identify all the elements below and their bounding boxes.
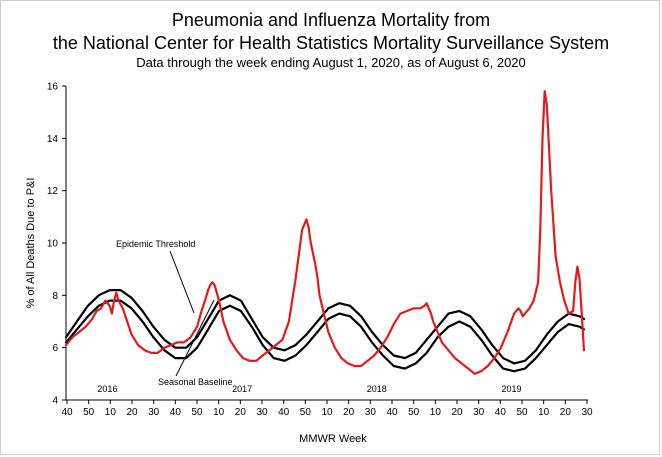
x-tick-label: 50	[408, 407, 420, 418]
x-tick-label: 30	[256, 407, 268, 418]
x-tick-label: 20	[451, 407, 463, 418]
x-tick-label: 40	[170, 407, 182, 418]
x-tick-label: 50	[83, 407, 95, 418]
x-tick-label: 10	[430, 407, 442, 418]
chart-title-line2: the National Center for Health Statistic…	[52, 33, 610, 53]
x-tick-label: 20	[560, 407, 572, 418]
annotation-epidemic-threshold: Epidemic Threshold	[116, 239, 195, 249]
season-label: 2018	[367, 384, 387, 394]
x-tick-label: 10	[321, 407, 333, 418]
season-label: 2016	[97, 384, 117, 394]
x-tick-label: 30	[365, 407, 377, 418]
pi-series-line	[64, 90, 586, 375]
annotation-leader-threshold	[169, 250, 195, 314]
x-tick-label: 10	[538, 407, 550, 418]
seasonal-baseline-line	[64, 299, 586, 373]
epidemic-threshold-line	[64, 289, 586, 365]
x-tick-label: 40	[495, 407, 507, 418]
season-label: 2019	[501, 384, 521, 394]
x-tick-label: 30	[581, 407, 593, 418]
x-tick-label: 20	[343, 407, 355, 418]
y-tick-label: 6	[52, 343, 58, 354]
y-tick-label: 4	[52, 396, 58, 407]
y-tick-label: 10	[47, 239, 59, 250]
x-tick-label: 10	[105, 407, 117, 418]
x-tick-label: 40	[386, 407, 398, 418]
x-tick-label: 10	[213, 407, 225, 418]
chart-subtitle: Data through the week ending August 1, 2…	[136, 55, 526, 70]
x-tick-label: 20	[235, 407, 247, 418]
y-axis-label: % of All Deaths Due to P&I	[25, 178, 37, 309]
y-tick-label: 8	[52, 291, 58, 302]
x-tick-label: 40	[61, 407, 73, 418]
chart-title: Pneumonia and Influenza Mortality from	[171, 10, 491, 30]
y-tick-label: 14	[47, 134, 59, 145]
annotation-seasonal-baseline: Seasonal Baseline	[158, 377, 233, 387]
x-tick-label: 30	[148, 407, 160, 418]
x-tick-label: 30	[473, 407, 485, 418]
x-tick-label: 50	[300, 407, 312, 418]
y-tick-label: 12	[47, 186, 59, 197]
x-tick-label: 50	[516, 407, 528, 418]
x-axis-label: MMWR Week	[299, 433, 367, 445]
x-tick-label: 20	[126, 407, 138, 418]
x-tick-label: 50	[191, 407, 203, 418]
annotation-leader-baseline	[175, 299, 215, 377]
x-tick-label: 40	[278, 407, 290, 418]
y-tick-label: 16	[47, 82, 59, 93]
season-label: 2017	[232, 384, 252, 394]
